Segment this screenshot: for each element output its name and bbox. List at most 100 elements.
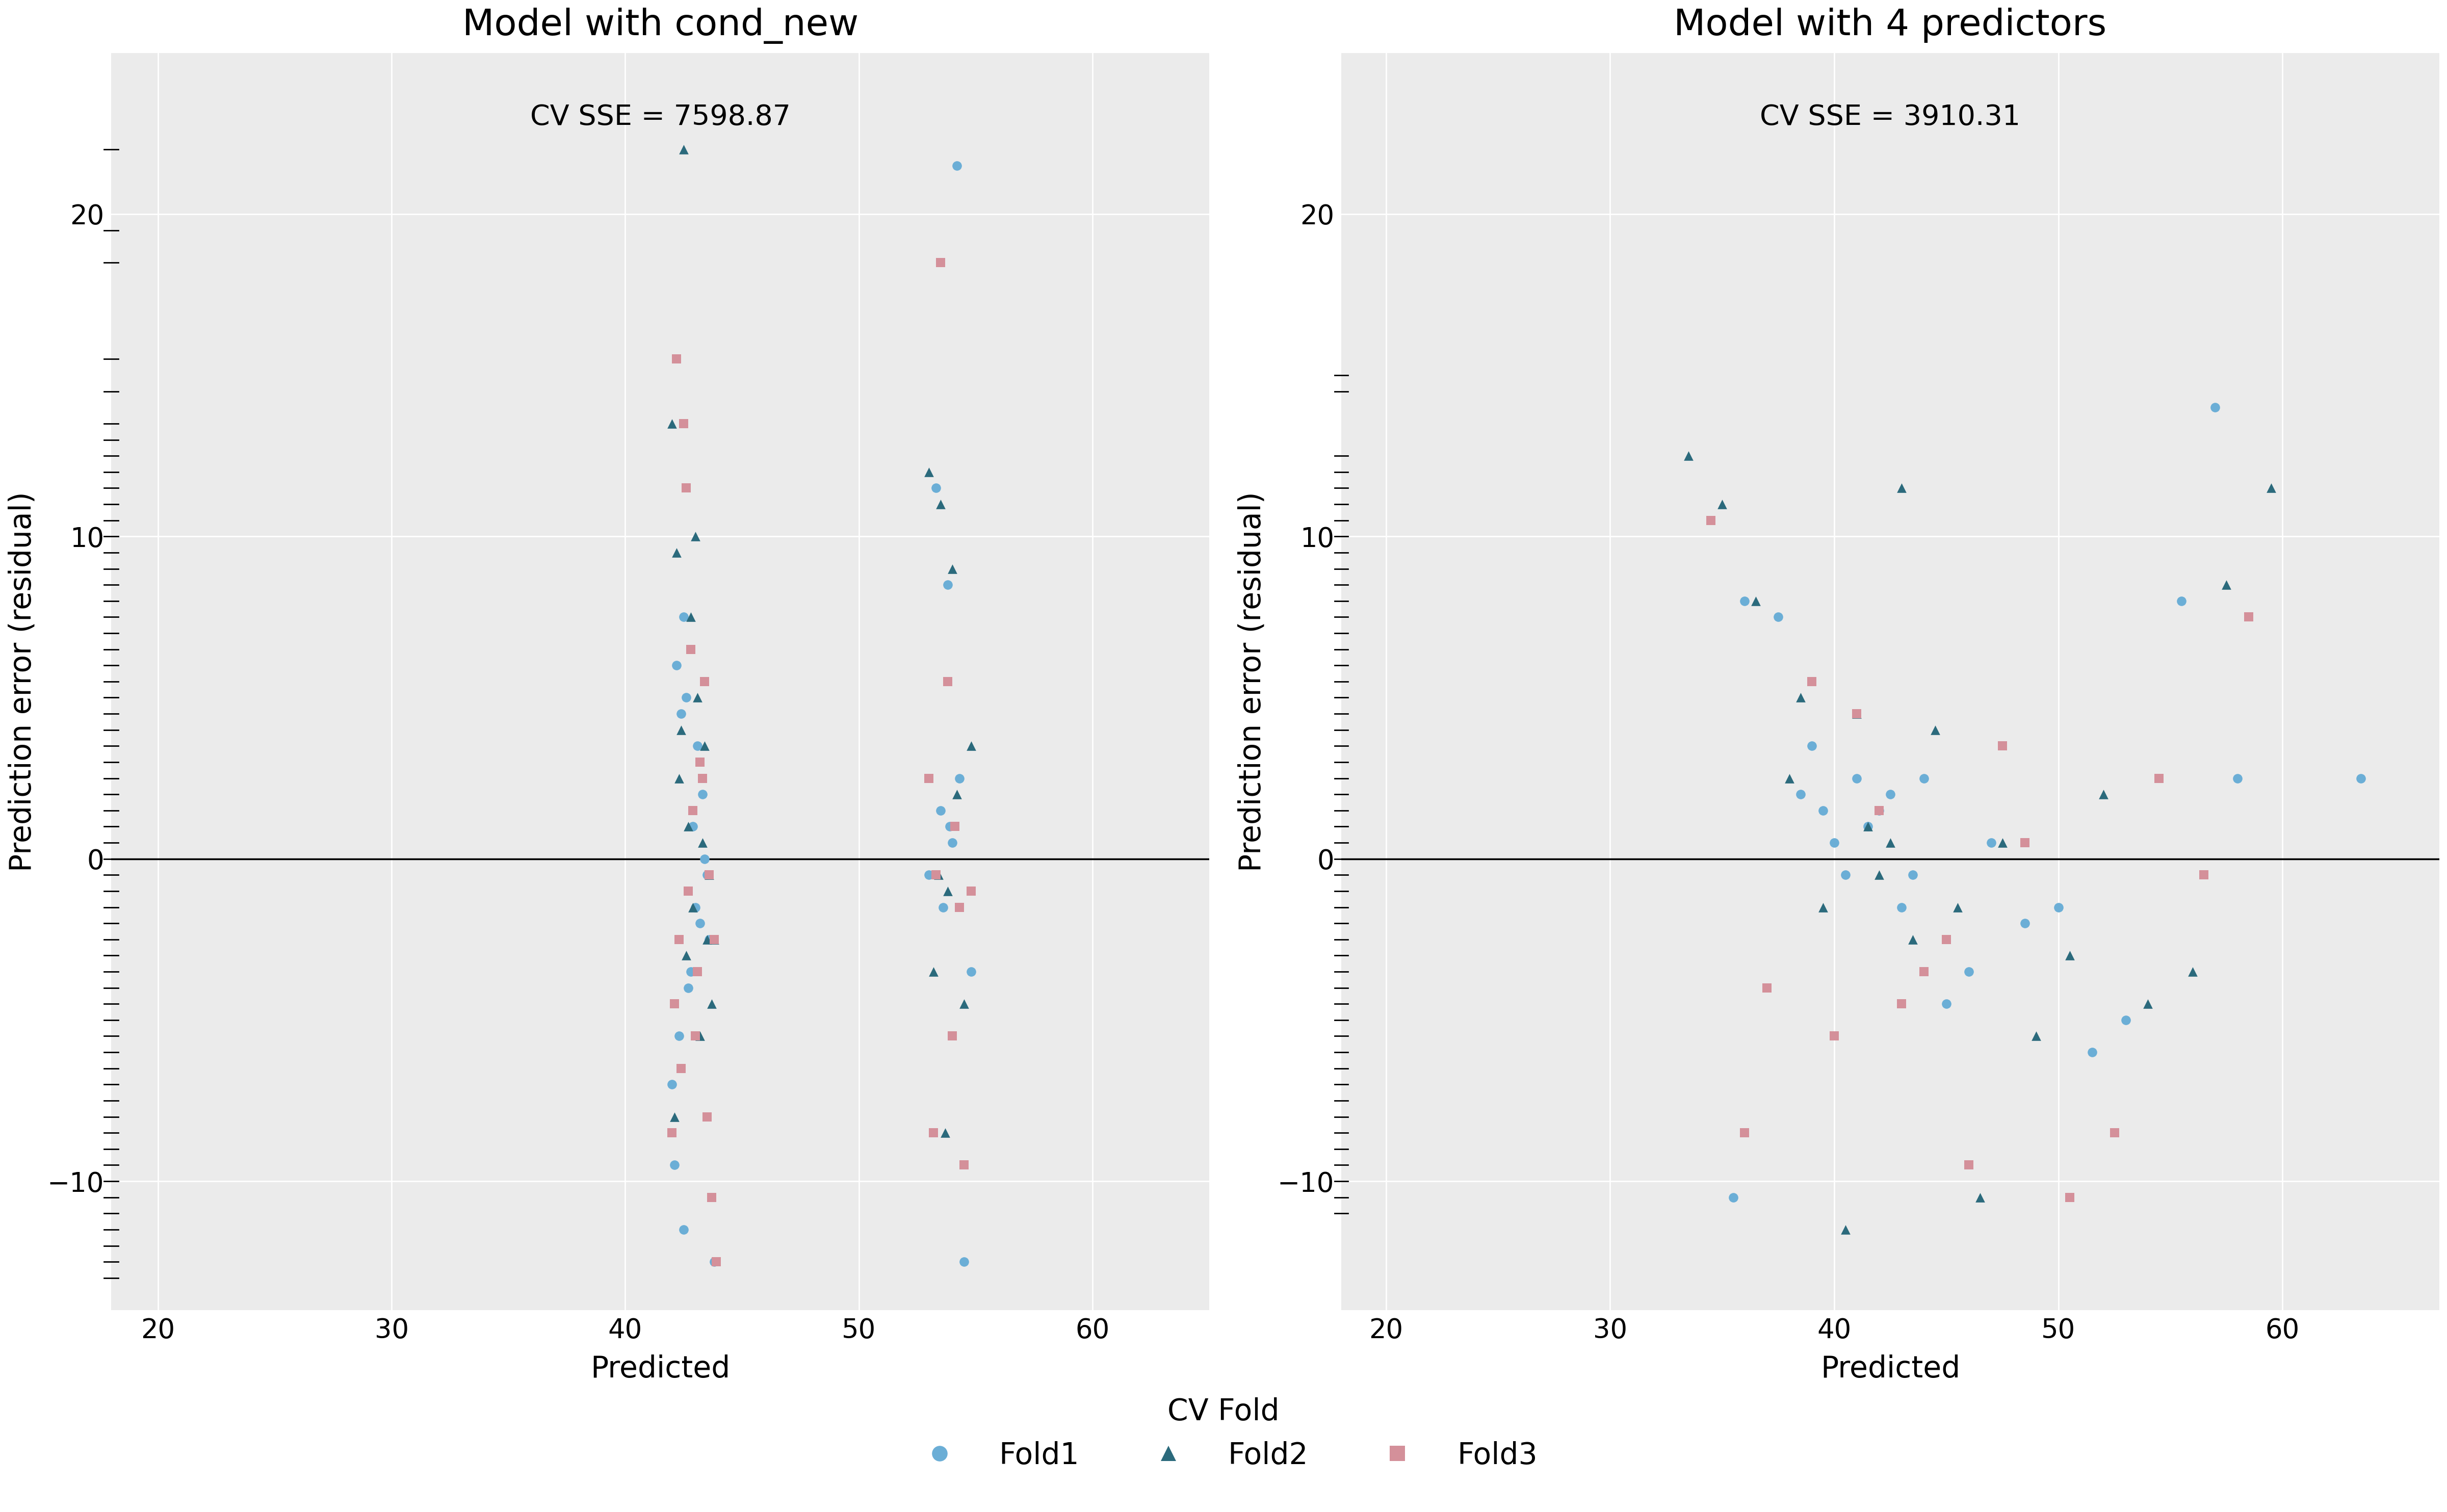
Point xyxy=(695,927,734,951)
Point xyxy=(2185,863,2224,888)
Point xyxy=(2016,1024,2055,1048)
Point xyxy=(685,733,724,758)
Point xyxy=(1691,508,1730,532)
Point xyxy=(952,960,991,984)
Point xyxy=(666,476,705,500)
Point xyxy=(675,1024,715,1048)
Point xyxy=(670,637,710,661)
Point xyxy=(678,960,717,984)
Point xyxy=(683,830,722,854)
Point xyxy=(2173,960,2212,984)
Point xyxy=(1904,767,1943,791)
Point xyxy=(2229,605,2268,629)
Point xyxy=(658,348,697,372)
Point xyxy=(2095,1120,2134,1145)
Point xyxy=(1882,895,1921,919)
Point xyxy=(2073,1040,2112,1064)
Point xyxy=(1838,702,1877,726)
Point xyxy=(918,863,957,888)
Point xyxy=(1803,895,1843,919)
Point xyxy=(1950,960,1989,984)
Point xyxy=(695,927,734,951)
Point xyxy=(932,556,971,581)
Point xyxy=(1759,605,1799,629)
Point xyxy=(688,927,727,951)
Point xyxy=(1816,1024,1855,1048)
Point xyxy=(925,1120,964,1145)
Point xyxy=(668,878,707,903)
Point xyxy=(920,798,959,823)
Point xyxy=(663,411,702,435)
Point xyxy=(675,525,715,549)
Text: CV SSE = 3910.31: CV SSE = 3910.31 xyxy=(1759,103,2021,130)
Point xyxy=(2051,943,2090,968)
Point xyxy=(661,718,700,742)
Point xyxy=(680,1024,719,1048)
Point xyxy=(1713,1185,1752,1210)
Point xyxy=(1816,830,1855,854)
Point xyxy=(910,863,949,888)
Point xyxy=(1703,491,1742,516)
Point xyxy=(1825,1217,1865,1241)
Point xyxy=(940,767,979,791)
Point xyxy=(2207,573,2246,597)
Point xyxy=(1838,702,1877,726)
Point xyxy=(927,670,967,694)
Point xyxy=(1769,767,1808,791)
Point xyxy=(697,1250,737,1275)
Point xyxy=(1960,1185,1999,1210)
Point xyxy=(1938,895,1977,919)
Point xyxy=(658,767,697,791)
Text: CV SSE = 7598.87: CV SSE = 7598.87 xyxy=(531,103,790,130)
Point xyxy=(932,1024,971,1048)
Point xyxy=(668,815,707,839)
Legend: Fold1, Fold2, Fold3: Fold1, Fold2, Fold3 xyxy=(898,1385,1549,1482)
Point xyxy=(690,863,729,888)
X-axis label: Predicted: Predicted xyxy=(1821,1355,1960,1383)
Point xyxy=(1894,927,1933,951)
Point xyxy=(683,782,722,806)
Point xyxy=(2251,476,2290,500)
Point xyxy=(2051,1185,2090,1210)
Point xyxy=(1860,798,1899,823)
Point xyxy=(670,605,710,629)
Point xyxy=(1882,476,1921,500)
Point xyxy=(1669,443,1708,467)
Point xyxy=(666,943,705,968)
Point xyxy=(685,670,724,694)
Point xyxy=(678,685,717,709)
Point xyxy=(658,927,697,951)
Point xyxy=(923,895,962,919)
Point xyxy=(915,960,954,984)
Point xyxy=(920,491,959,516)
Point xyxy=(1982,733,2021,758)
Point xyxy=(673,815,712,839)
Point xyxy=(945,992,984,1016)
Point xyxy=(1747,975,1786,999)
Point xyxy=(2082,782,2122,806)
Point xyxy=(658,1024,697,1048)
Point xyxy=(661,1057,700,1081)
Point xyxy=(2217,767,2256,791)
Point xyxy=(1860,798,1899,823)
Point xyxy=(1847,815,1887,839)
Point xyxy=(653,411,693,435)
Title: Model with 4 predictors: Model with 4 predictors xyxy=(1674,8,2107,42)
Point xyxy=(680,750,719,774)
Point xyxy=(695,1250,734,1275)
Point xyxy=(693,992,732,1016)
Point xyxy=(2004,912,2043,936)
Point xyxy=(1725,588,1764,612)
Point xyxy=(920,251,959,275)
Point xyxy=(1904,960,1943,984)
Point xyxy=(680,912,719,936)
Point xyxy=(1916,718,1955,742)
Point xyxy=(1791,733,1830,758)
Point xyxy=(2139,767,2178,791)
Point xyxy=(910,767,949,791)
Point xyxy=(661,702,700,726)
Point xyxy=(656,1105,695,1129)
Point xyxy=(1894,863,1933,888)
Point xyxy=(937,782,976,806)
Point xyxy=(1870,782,1909,806)
